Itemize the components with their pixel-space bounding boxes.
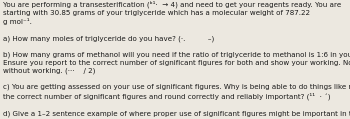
Text: You are performing a transesterification (ᵇ¹·  → 4) and need to get your reagent: You are performing a transesterification…: [3, 1, 350, 119]
